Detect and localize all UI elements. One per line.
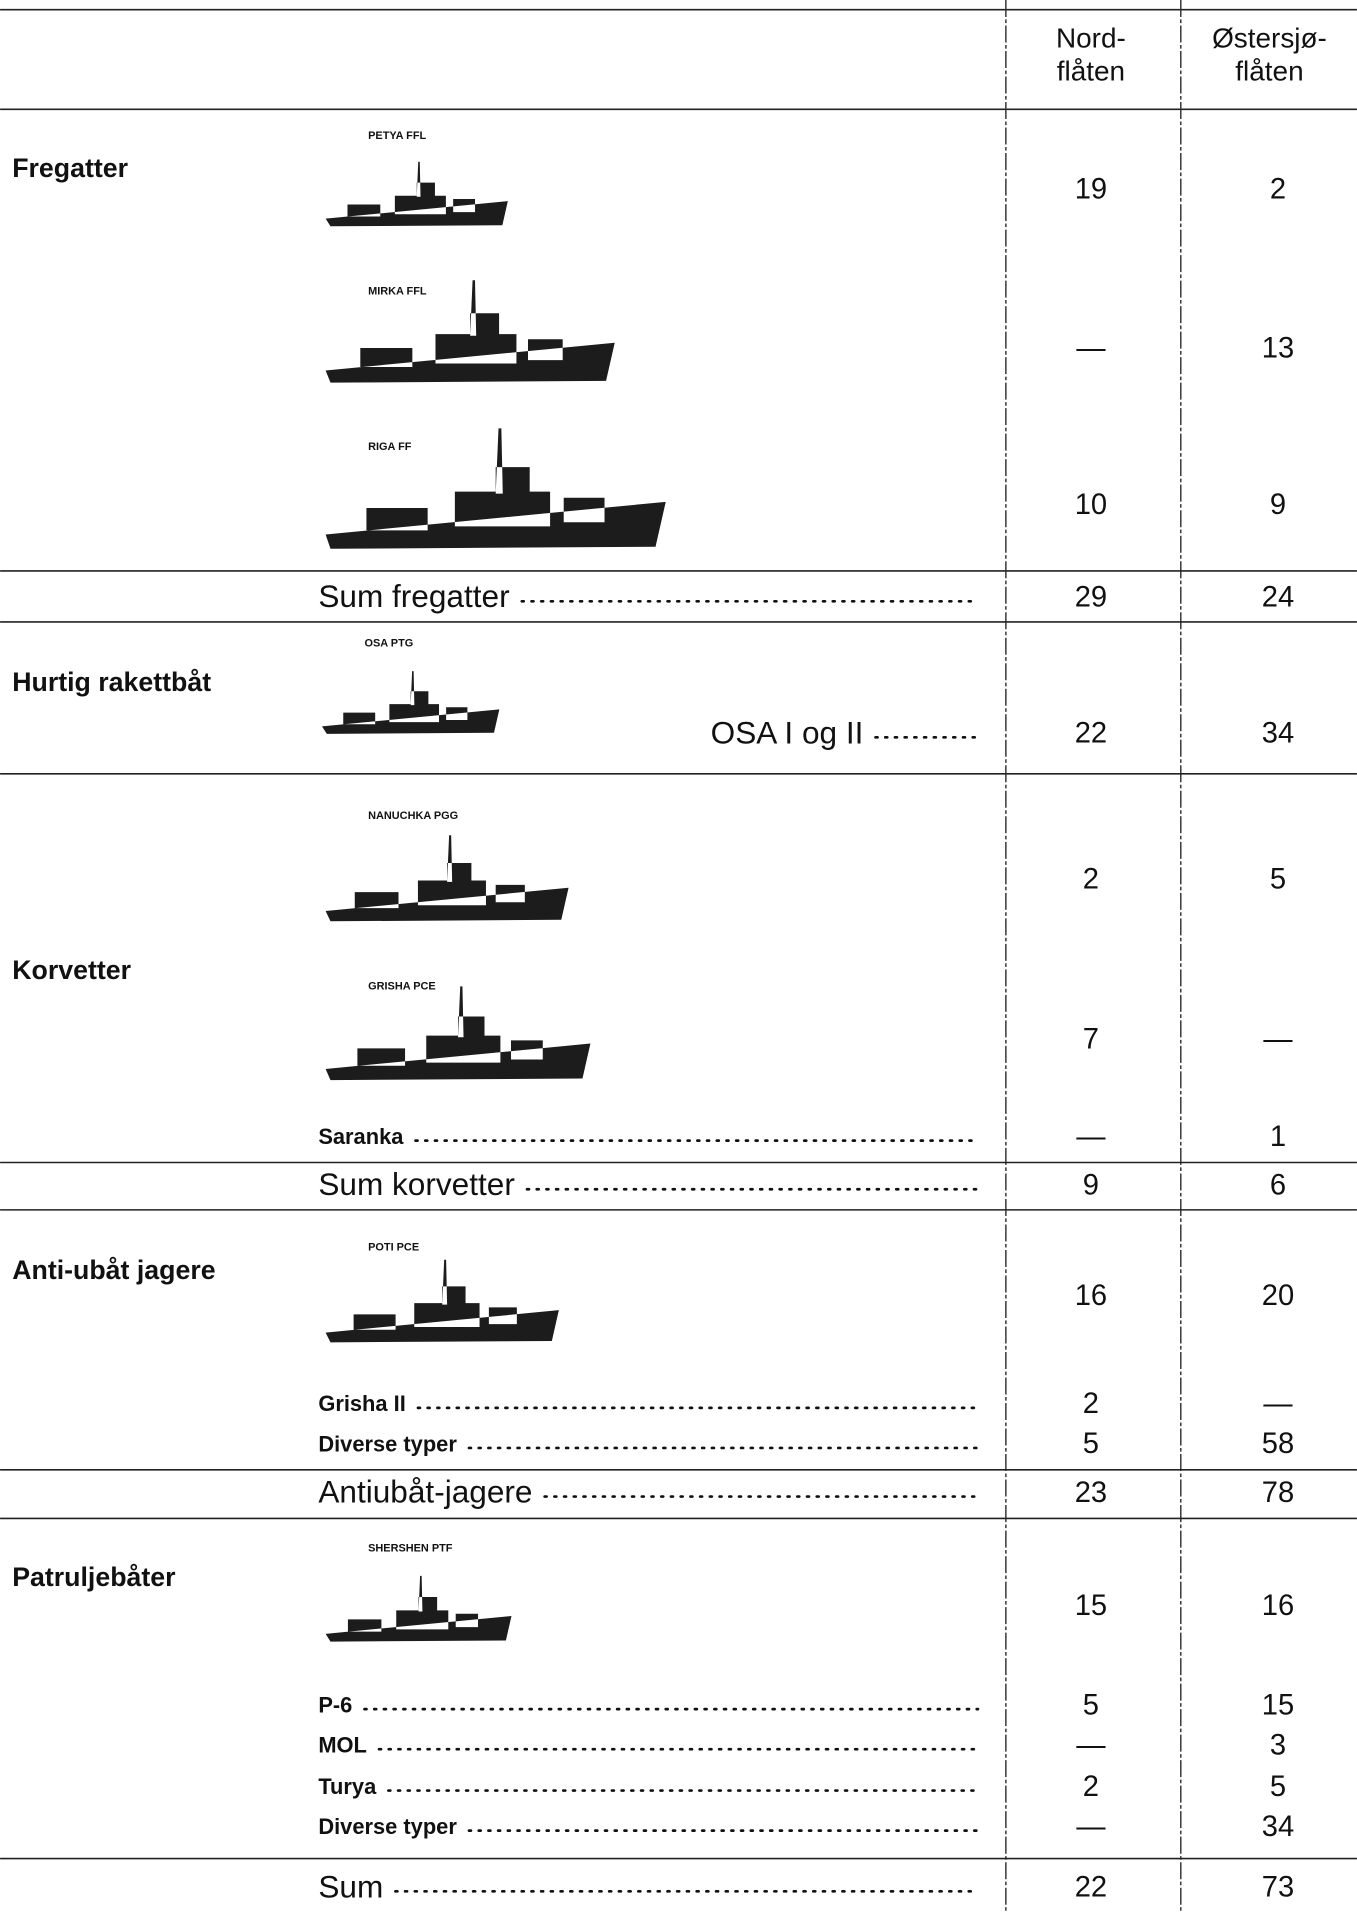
ship-name: PETYA FFL: [368, 130, 426, 142]
ship-silhouette: [325, 161, 508, 227]
column-header: Nord-: [1056, 22, 1126, 53]
total-value: 29: [1075, 582, 1107, 614]
total-label: Sum: [318, 1868, 383, 1904]
cell-value: 15: [1075, 1590, 1107, 1622]
row-label: Grisha II: [318, 1391, 405, 1416]
cell-value: 9: [1270, 489, 1286, 521]
cell-value: 22: [1075, 718, 1107, 750]
cell-value: —: [1263, 1388, 1293, 1420]
section-title: Fregatter: [12, 153, 128, 183]
total-value: 78: [1262, 1477, 1294, 1509]
cell-value: 1: [1270, 1121, 1286, 1153]
total-value: 23: [1075, 1477, 1107, 1509]
section-title: Anti-ubåt jagere: [12, 1255, 215, 1285]
ship-name: OSA PTG: [364, 638, 413, 650]
row-label: OSA I og II: [711, 714, 864, 750]
cell-value: 5: [1083, 1689, 1099, 1721]
total-label: Sum fregatter: [318, 578, 509, 614]
total-label: Antiubåt-jagere: [318, 1473, 532, 1509]
row-label: Saranka: [318, 1124, 404, 1149]
row-label: Diverse typer: [318, 1814, 457, 1839]
section-title: Korvetter: [12, 955, 131, 985]
cell-value: 2: [1083, 1388, 1099, 1420]
cell-value: 34: [1262, 1811, 1294, 1843]
cell-value: —: [1076, 333, 1106, 365]
cell-value: 34: [1262, 718, 1294, 750]
row-label: Turya: [318, 1774, 377, 1799]
total-value: 24: [1262, 582, 1294, 614]
row-label: MOL: [318, 1733, 367, 1758]
cell-value: 13: [1262, 333, 1294, 365]
ship-silhouette: [325, 835, 569, 922]
total-value: 73: [1262, 1872, 1294, 1904]
ship-name: RIGA FF: [368, 441, 412, 453]
ship-name: NANUCHKA PGG: [368, 810, 458, 822]
section-title: Hurtig rakettbåt: [12, 667, 211, 697]
total-label: Sum korvetter: [318, 1166, 515, 1202]
cell-value: 2: [1083, 863, 1099, 895]
cell-value: —: [1076, 1729, 1106, 1761]
cell-value: —: [1263, 1024, 1293, 1056]
ship-silhouette: [325, 1575, 512, 1642]
ship-silhouette: [325, 1259, 559, 1343]
ship-silhouette: [325, 428, 666, 549]
cell-value: 3: [1270, 1729, 1286, 1761]
cell-value: 58: [1262, 1428, 1294, 1460]
row-label: P-6: [318, 1692, 352, 1717]
cell-value: —: [1076, 1811, 1106, 1843]
total-value: 22: [1075, 1872, 1107, 1904]
cell-value: 15: [1262, 1689, 1294, 1721]
cell-value: 5: [1270, 863, 1286, 895]
cell-value: 2: [1270, 173, 1286, 205]
section-title: Patruljebåter: [12, 1562, 175, 1592]
total-value: 6: [1270, 1170, 1286, 1202]
ship-name: MIRKA FFL: [368, 285, 427, 297]
cell-value: 20: [1262, 1280, 1294, 1312]
cell-value: 19: [1075, 173, 1107, 205]
column-header: Østersjø-: [1212, 22, 1327, 53]
cell-value: 7: [1083, 1024, 1099, 1056]
column-header: flåten: [1235, 55, 1303, 86]
cell-value: 10: [1075, 489, 1107, 521]
cell-value: 16: [1262, 1590, 1294, 1622]
ship-silhouette: [321, 671, 500, 734]
ship-silhouette: [325, 280, 615, 383]
cell-value: 2: [1083, 1771, 1099, 1803]
column-header: flåten: [1057, 55, 1125, 86]
ship-name: SHERSHEN PTF: [368, 1543, 453, 1555]
cell-value: 5: [1083, 1428, 1099, 1460]
row-label: Diverse typer: [318, 1431, 457, 1456]
ship-name: POTI PCE: [368, 1241, 419, 1253]
ship-name: GRISHA PCE: [368, 980, 436, 992]
cell-value: —: [1076, 1121, 1106, 1153]
cell-value: 5: [1270, 1771, 1286, 1803]
cell-value: 16: [1075, 1280, 1107, 1312]
ship-silhouette: [325, 986, 591, 1081]
total-value: 9: [1083, 1170, 1099, 1202]
